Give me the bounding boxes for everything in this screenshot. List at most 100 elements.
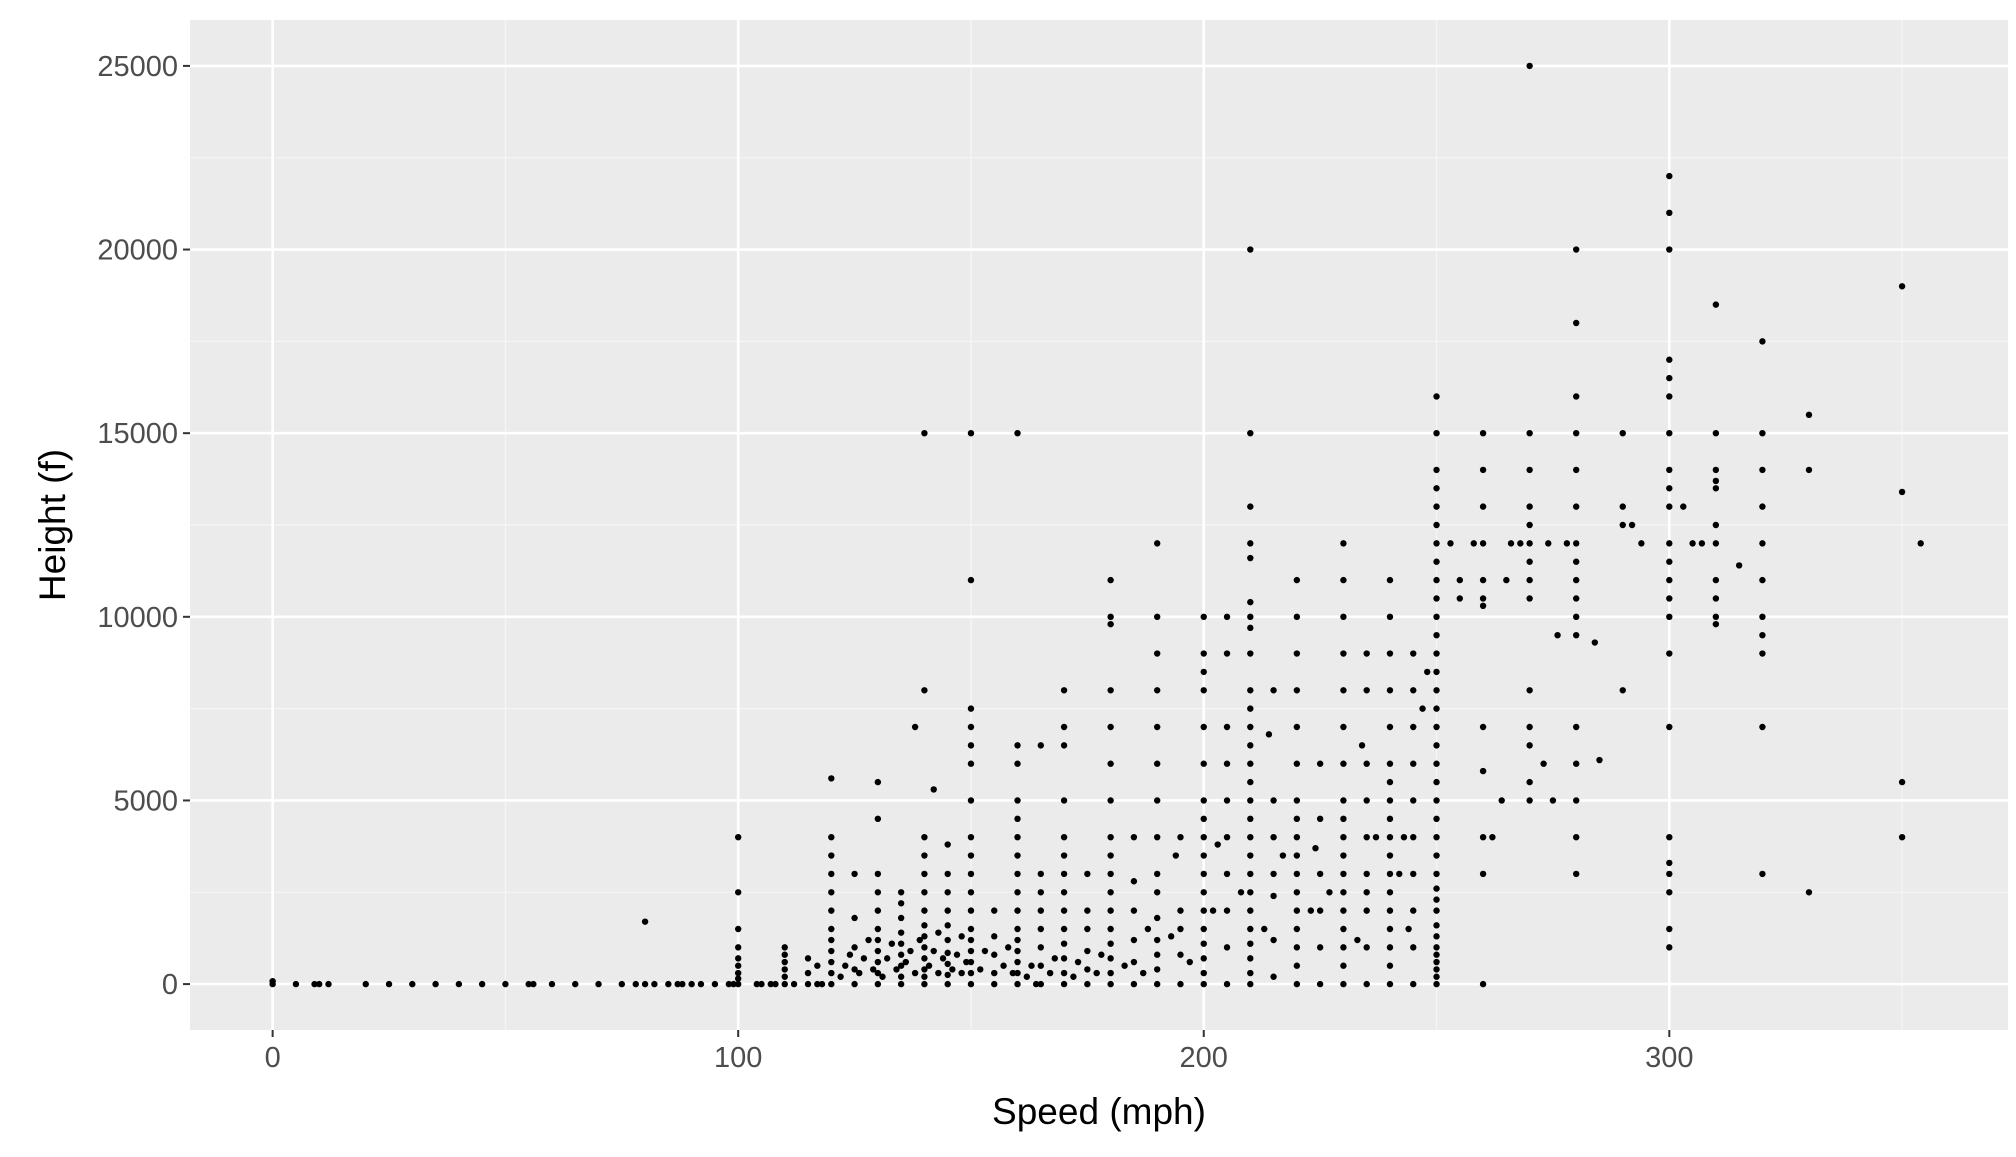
data-point <box>1107 797 1114 804</box>
data-point <box>1060 955 1068 962</box>
data-point <box>1270 797 1277 804</box>
data-point <box>1340 815 1347 823</box>
data-point <box>953 951 961 958</box>
data-point <box>1153 936 1161 944</box>
data-point <box>1433 521 1440 529</box>
data-point <box>1489 833 1496 841</box>
data-point <box>1666 613 1673 621</box>
data-point <box>944 960 951 968</box>
data-point <box>1144 925 1152 933</box>
data-point <box>1479 767 1487 775</box>
data-point <box>1014 833 1021 841</box>
data-point <box>1386 797 1394 804</box>
data-point <box>1433 966 1440 973</box>
data-point <box>1247 852 1254 859</box>
data-point <box>935 969 942 977</box>
data-point <box>1479 576 1487 584</box>
data-point <box>1433 429 1440 437</box>
data-point <box>1666 889 1673 896</box>
data-point <box>1424 668 1431 676</box>
data-point <box>1666 870 1673 878</box>
data-point <box>1107 925 1114 933</box>
data-point <box>269 977 276 985</box>
data-point <box>1107 576 1114 584</box>
data-point <box>1386 889 1394 896</box>
y-tick-label: 25000 <box>97 51 178 83</box>
data-point <box>1014 889 1021 896</box>
data-point <box>1526 797 1533 804</box>
data-point <box>828 833 835 841</box>
data-point <box>734 889 742 896</box>
data-point <box>1037 907 1045 914</box>
data-point <box>1666 356 1673 363</box>
data-point <box>1084 980 1091 988</box>
data-point <box>874 969 882 977</box>
data-point <box>1759 338 1766 345</box>
data-point <box>879 973 886 980</box>
data-point <box>1060 907 1068 914</box>
data-point <box>1340 852 1347 859</box>
data-point <box>1084 907 1091 914</box>
data-point <box>1572 558 1580 565</box>
data-point <box>1326 889 1333 896</box>
data-point <box>1316 760 1324 767</box>
data-point <box>883 955 891 962</box>
data-point <box>1572 246 1580 253</box>
data-point <box>1247 554 1254 562</box>
data-point <box>1712 613 1720 621</box>
data-point <box>1340 962 1347 969</box>
x-tick-label: 0 <box>265 1042 281 1074</box>
data-point <box>1037 925 1045 933</box>
data-point <box>641 918 649 925</box>
data-point <box>1037 889 1045 896</box>
data-point <box>828 889 835 896</box>
data-point <box>1153 833 1161 841</box>
data-point <box>1130 833 1138 841</box>
data-point <box>1572 613 1580 621</box>
data-point <box>1107 613 1114 621</box>
data-point <box>1433 558 1440 565</box>
data-point <box>967 925 975 933</box>
data-point <box>921 980 928 988</box>
data-point <box>1456 595 1464 602</box>
data-point <box>967 889 975 896</box>
data-point <box>1237 889 1245 896</box>
data-point <box>967 852 975 859</box>
data-point <box>1666 576 1673 584</box>
data-point <box>967 980 975 988</box>
data-point <box>1638 540 1645 547</box>
data-point <box>921 429 928 437</box>
data-point <box>781 980 788 988</box>
data-point <box>292 980 300 988</box>
data-point <box>734 969 742 977</box>
data-point <box>944 922 951 929</box>
data-point <box>1293 907 1301 914</box>
data-point <box>1247 624 1254 632</box>
data-point <box>1247 889 1254 896</box>
data-point <box>1410 980 1417 988</box>
data-point <box>967 870 975 878</box>
data-point <box>1014 797 1021 804</box>
data-point <box>1433 870 1440 878</box>
data-point <box>1619 687 1626 694</box>
data-point <box>1153 687 1161 694</box>
data-point <box>1410 760 1417 767</box>
data-point <box>1153 540 1161 547</box>
data-point <box>1200 613 1207 621</box>
data-point <box>1247 955 1254 962</box>
data-point <box>911 723 919 731</box>
data-point <box>1666 925 1673 933</box>
data-point <box>734 833 742 841</box>
data-point <box>1340 576 1347 584</box>
data-point <box>1479 602 1487 609</box>
data-point <box>1666 595 1673 602</box>
data-point <box>851 966 858 973</box>
data-point <box>930 947 937 955</box>
data-point <box>1177 980 1184 988</box>
data-point <box>1223 723 1231 731</box>
data-point <box>1372 833 1380 841</box>
data-point <box>1014 815 1021 823</box>
data-point <box>1107 852 1114 859</box>
data-point <box>1363 687 1370 694</box>
data-point <box>1247 723 1254 731</box>
